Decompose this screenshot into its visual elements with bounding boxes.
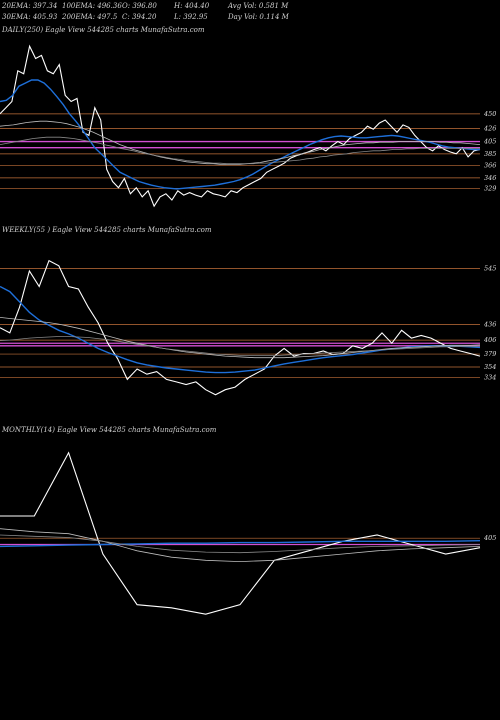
daily-level-label-2: 405 (483, 138, 496, 146)
weekly-level-label-3: 379 (484, 350, 496, 358)
daily-level-label-6: 329 (484, 184, 496, 192)
monthly-level-label-0: 405 (483, 534, 496, 542)
weekly-price-line (0, 259, 481, 396)
avg-vol-value: Avg Vol: 0.581 M (228, 2, 289, 10)
high-value: H: 404.40 (174, 2, 210, 10)
daily-level-label-4: 366 (484, 162, 496, 170)
ema100-value: 100EMA: 496.36 (62, 2, 122, 10)
monthly-price-line (0, 451, 481, 615)
daily-level-label-3: 385 (484, 150, 496, 158)
daily-ema-fast-line (0, 79, 480, 190)
daily-price-line (0, 44, 481, 208)
weekly-ema-fast-line (0, 285, 481, 374)
open-value: O: 396.80 (122, 2, 157, 10)
day-vol-value: Day Vol: 0.114 M (228, 13, 289, 21)
weekly-level-label-1: 436 (483, 321, 496, 329)
weekly-level-label-0: 545 (484, 264, 496, 272)
weekly-ema-slow-line (0, 317, 481, 359)
monthly-panel-label: MONTHLY(14) Eagle View 544285 charts Mun… (2, 426, 217, 434)
daily-level-label-0: 450 (483, 110, 496, 118)
daily-ema-slow-line (0, 120, 481, 165)
ema20-value: 20EMA: 397.34 (2, 2, 58, 10)
low-value: L: 392.95 (174, 13, 208, 21)
weekly-level-label-5: 334 (484, 373, 496, 381)
ema30-value: 30EMA: 405.93 (2, 13, 58, 21)
daily-ema-long-line (0, 136, 480, 165)
monthly-ema-long-line (0, 534, 481, 554)
ema200-value: 200EMA: 497.5 (62, 13, 118, 21)
daily-level-label-5: 346 (484, 174, 496, 182)
monthly-ema-slow-line (0, 528, 481, 563)
weekly-ema-long-line (0, 336, 480, 357)
daily-level-label-1: 426 (483, 125, 496, 133)
daily-chart: 450 426 405 385 366 346 329 (0, 44, 496, 208)
monthly-chart: 405 (0, 451, 496, 615)
weekly-level-label-4: 354 (484, 363, 496, 371)
weekly-chart: 545 436 406 379 354 334 (0, 259, 496, 396)
daily-panel-label: DAILY(250) Eagle View 544285 charts Muna… (2, 26, 205, 34)
weekly-panel-label: WEEKLY(55 ) Eagle View 544285 charts Mun… (2, 226, 212, 234)
close-value: C: 394.20 (122, 13, 157, 21)
weekly-level-label-2: 406 (483, 336, 496, 344)
monthly-ema-fast-line (0, 540, 481, 548)
